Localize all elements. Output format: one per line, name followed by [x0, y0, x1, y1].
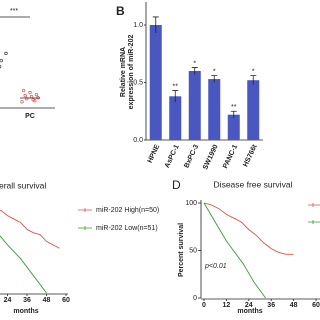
x-tick-label: 0: [202, 302, 206, 309]
x-tick-label: 60: [62, 297, 70, 304]
panel-label: B: [116, 4, 125, 18]
x-tick-label: BxPC-3: [183, 144, 200, 170]
y-tick-label: 1.0: [133, 22, 143, 29]
significance-label: *: [193, 60, 196, 67]
significance-label: ***: [10, 8, 18, 15]
survival-curve: [203, 202, 266, 299]
x-axis-label: months: [237, 308, 262, 315]
y-tick-label: 0.0: [133, 137, 143, 144]
bar: [227, 114, 240, 140]
data-point: [20, 100, 24, 104]
annotation: p<0.01: [204, 263, 227, 270]
x-tick-label: 48: [43, 297, 51, 304]
significance-label: **: [231, 104, 237, 111]
y-tick-label: 100: [185, 200, 197, 207]
error-bar: [250, 75, 257, 85]
data-point: [21, 88, 26, 93]
x-axis-label: months: [13, 308, 38, 315]
legend-marker: [78, 226, 92, 230]
legend-marker: [308, 203, 320, 207]
error-bar: [152, 16, 159, 34]
x-tick-label: HPNE: [147, 143, 162, 164]
y-axis-label: expression of miR-202: [128, 35, 135, 110]
data-point: [34, 92, 39, 97]
y-tick-label: 50: [189, 247, 197, 254]
chart-title: erall survival: [0, 180, 46, 190]
x-tick-label: 24: [4, 297, 12, 304]
x-tick-label: 60: [312, 302, 320, 309]
x-tick-label: 12: [223, 302, 231, 309]
x-tick-label: 36: [267, 302, 275, 309]
bar: [188, 71, 201, 140]
y-axis-label: Relative mRNA: [120, 47, 127, 97]
x-tick-label: PC: [25, 113, 35, 120]
significance-label: *: [213, 68, 216, 75]
data-point: [29, 95, 34, 99]
error-bar: [191, 67, 198, 75]
x-tick-label: SW1990: [202, 144, 220, 171]
bar: [149, 25, 162, 140]
legend-marker: [78, 208, 92, 212]
error-bar: [230, 110, 237, 119]
y-tick-label: 0: [193, 295, 197, 302]
significance-label: *: [252, 68, 255, 75]
bar: [208, 79, 221, 140]
data-point: [33, 99, 37, 103]
error-bar: [211, 75, 218, 83]
data-point: [28, 90, 32, 95]
legend-label: miR-202 High(n=50): [96, 207, 159, 214]
survival-curve: [203, 202, 294, 255]
plot-area: [0, 209, 60, 294]
data-point: [0, 58, 3, 63]
legend-marker: [308, 220, 320, 224]
legend-label: miR-202 Low(n=51): [96, 225, 158, 232]
bar: [247, 80, 260, 140]
x-tick-label: HS766t: [242, 143, 259, 168]
x-tick-label: PANC-1: [222, 144, 239, 170]
significance-label: **: [173, 83, 179, 90]
data-point: [4, 51, 8, 56]
x-tick-label: AsPC-1: [164, 144, 181, 170]
panel-label: D: [172, 178, 181, 192]
data-point: [23, 93, 27, 98]
x-tick-label: 24: [245, 302, 253, 309]
error-bar: [172, 90, 179, 103]
chart-title: Disease free survival: [214, 179, 293, 189]
data-point: [25, 97, 29, 101]
data-point: [0, 65, 2, 69]
bar: [169, 96, 182, 140]
y-axis-label: Percent survival: [178, 223, 185, 277]
y-tick-label: 0.5: [133, 79, 143, 86]
survival-curve: [0, 235, 47, 294]
survival-curve: [0, 209, 60, 249]
x-tick-label: 36: [23, 297, 31, 304]
x-tick-label: 48: [290, 302, 298, 309]
